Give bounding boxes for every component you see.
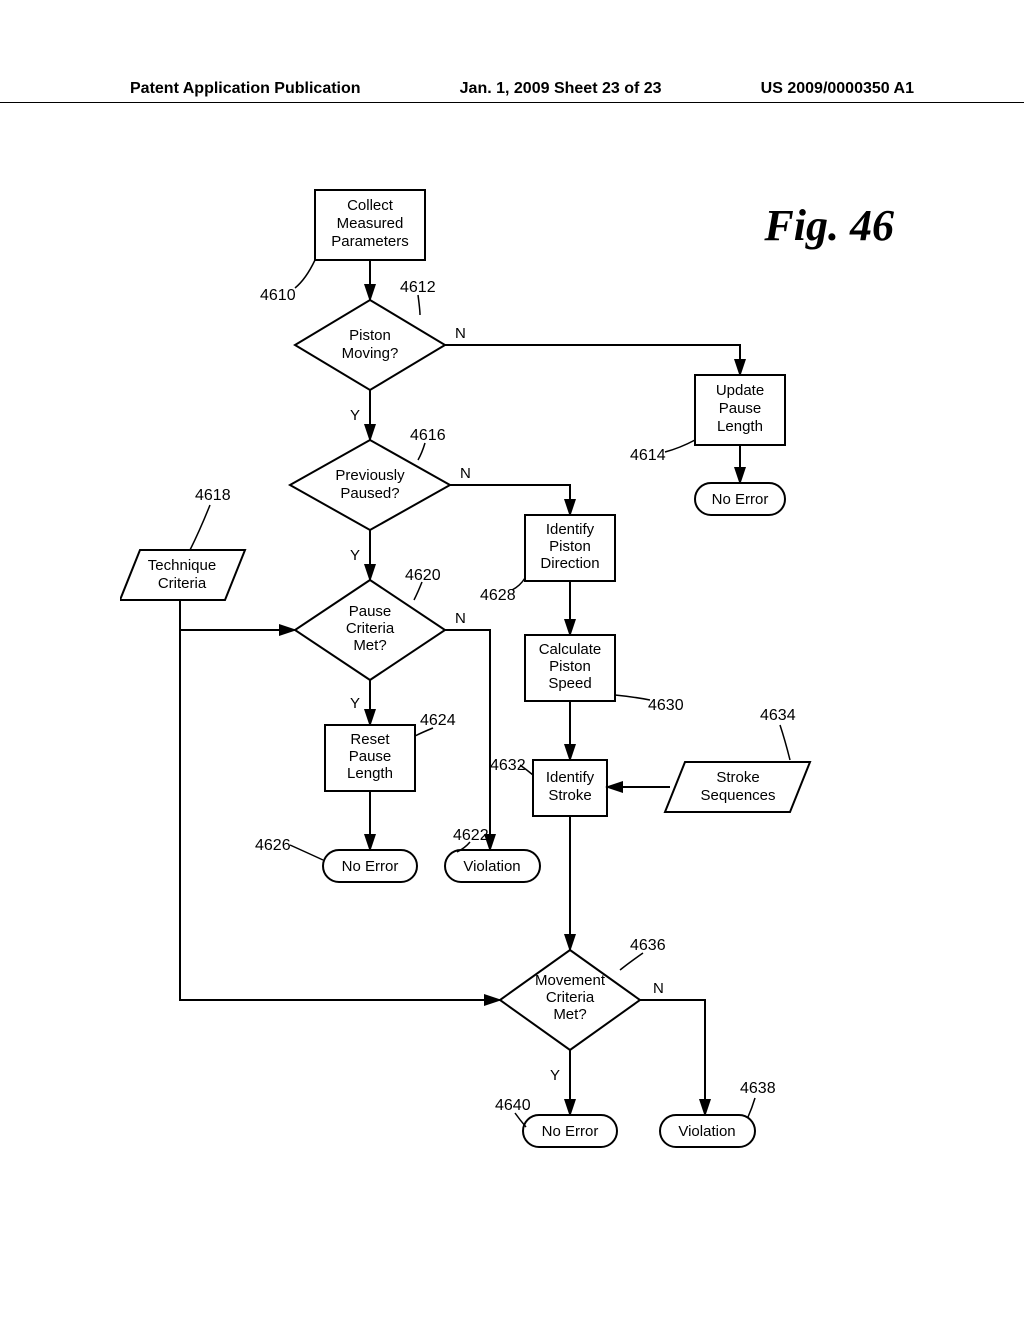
tc-l1: Technique	[148, 557, 216, 574]
ref-4640: 4640	[495, 1097, 531, 1114]
net-l1: No Error	[712, 491, 769, 508]
collect-l3: Parameters	[331, 233, 409, 250]
ne2-l1: No Error	[542, 1123, 599, 1140]
ref-4616: 4616	[410, 427, 446, 444]
cs-l1: Calculate	[539, 641, 602, 658]
ne1-l1: No Error	[342, 858, 399, 875]
ref-4624: 4624	[420, 712, 456, 729]
ref-4610: 4610	[260, 287, 296, 304]
collect-l2: Measured	[337, 215, 404, 232]
ref-4620: 4620	[405, 567, 441, 584]
id-l1: Identify	[546, 521, 595, 538]
flowchart: Collect Measured Parameters 4610 Piston …	[120, 180, 920, 1230]
ref-4612: 4612	[400, 279, 436, 296]
pc-l2: Criteria	[346, 620, 395, 637]
pc-l1: Pause	[349, 603, 392, 620]
mc-yes: Y	[550, 1067, 560, 1084]
mc-l3: Met?	[553, 1006, 586, 1023]
cs-l3: Speed	[548, 675, 591, 692]
cs-l2: Piston	[549, 658, 591, 675]
ref-4638: 4638	[740, 1080, 776, 1097]
ref-4626: 4626	[255, 837, 291, 854]
pp-l1: Previously	[335, 467, 405, 484]
ref-4622: 4622	[453, 827, 489, 844]
rp-l3: Length	[347, 765, 393, 782]
pc-no: N	[455, 610, 466, 627]
up-l1: Update	[716, 382, 764, 399]
id-l2: Piston	[549, 538, 591, 555]
rp-l2: Pause	[349, 748, 392, 765]
is-l1: Identify	[546, 769, 595, 786]
pm-yes: Y	[350, 407, 360, 424]
ref-4614: 4614	[630, 447, 666, 464]
ref-4618: 4618	[195, 487, 231, 504]
id-l3: Direction	[540, 555, 599, 572]
tc-l2: Criteria	[158, 575, 207, 592]
header-center: Jan. 1, 2009 Sheet 23 of 23	[460, 80, 662, 98]
is-l2: Stroke	[548, 787, 591, 804]
collect-l1: Collect	[347, 197, 394, 214]
pc-yes: Y	[350, 695, 360, 712]
ref-4630: 4630	[648, 697, 684, 714]
pm-l1: Piston	[349, 327, 391, 344]
mc-no: N	[653, 980, 664, 997]
ref-4636: 4636	[630, 937, 666, 954]
pc-l3: Met?	[353, 637, 386, 654]
pp-no: N	[460, 465, 471, 482]
page-header: Patent Application Publication Jan. 1, 2…	[0, 80, 1024, 103]
ref-4634: 4634	[760, 707, 796, 724]
ss-l1: Stroke	[716, 769, 759, 786]
mc-l1: Movement	[535, 972, 606, 989]
up-l3: Length	[717, 418, 763, 435]
pm-no: N	[455, 325, 466, 342]
v2-l1: Violation	[678, 1123, 735, 1140]
pp-l2: Paused?	[340, 485, 399, 502]
ref-4628: 4628	[480, 587, 516, 604]
rp-l1: Reset	[350, 731, 390, 748]
header-right: US 2009/0000350 A1	[761, 80, 914, 98]
ss-l2: Sequences	[700, 787, 775, 804]
header-left: Patent Application Publication	[130, 80, 361, 98]
pm-l2: Moving?	[342, 345, 399, 362]
mc-l2: Criteria	[546, 989, 595, 1006]
up-l2: Pause	[719, 400, 762, 417]
pp-yes: Y	[350, 547, 360, 564]
v1-l1: Violation	[463, 858, 520, 875]
